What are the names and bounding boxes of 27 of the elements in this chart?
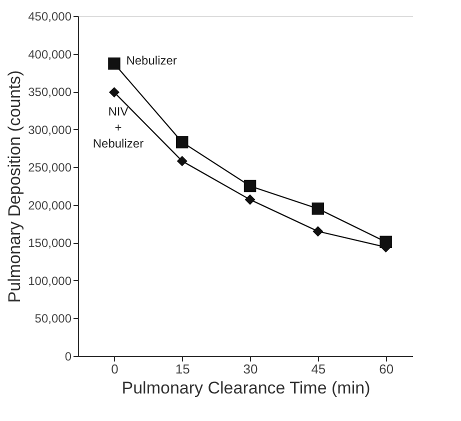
series-label: Nebulizer [126, 54, 177, 68]
point [244, 194, 256, 205]
point [108, 87, 120, 98]
series-label: NIV + Nebulizer [92, 104, 144, 150]
point [176, 136, 188, 148]
y-tick-label: 350,000 [28, 85, 72, 100]
x-tick-label: 45 [311, 362, 326, 376]
y-tick-label: 100,000 [28, 274, 72, 288]
point [176, 156, 188, 166]
y-tick-label: 250,000 [28, 160, 72, 175]
y-tick-label: 0 [64, 350, 72, 364]
point [244, 180, 256, 192]
point [312, 202, 324, 215]
y-tick-label: 150,000 [28, 236, 72, 250]
x-tick-label: 15 [175, 362, 190, 376]
y-tick-label: 50,000 [34, 312, 72, 326]
point [312, 226, 324, 237]
x-axis-title: Pulmonary Clearance Time (min) [122, 378, 370, 398]
x-tick-label: 30 [243, 362, 258, 376]
y-tick-label: 400,000 [28, 47, 72, 62]
x-tick-label: 0 [111, 362, 118, 376]
y-axis-title: Pulmonary Deposition (counts) [5, 70, 24, 303]
y-tick-label: 200,000 [28, 198, 72, 212]
x-tick-label: 60 [379, 362, 394, 376]
y-tick-label: 450,000 [28, 10, 72, 24]
y-tick-label: 300,000 [28, 122, 72, 137]
point [108, 57, 120, 70]
